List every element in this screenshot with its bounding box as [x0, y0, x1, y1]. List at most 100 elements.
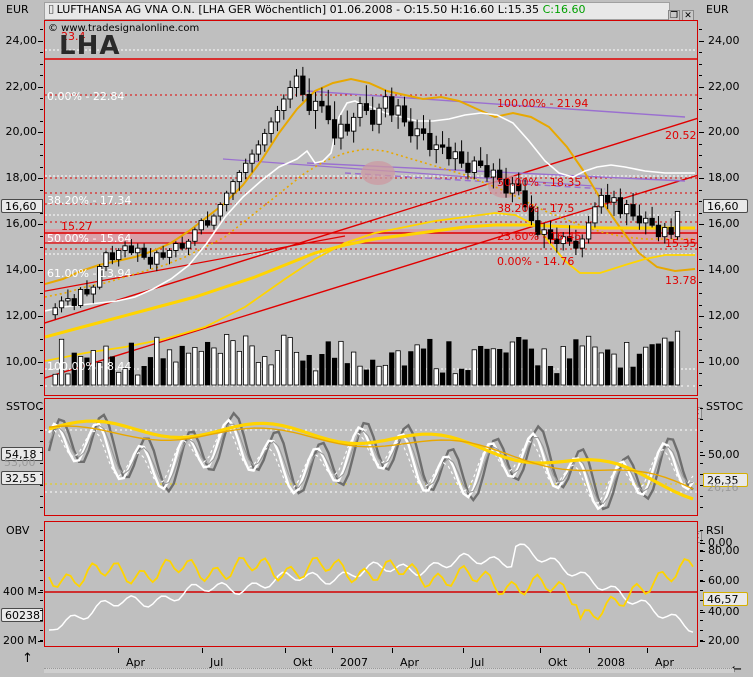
- axis-tick: [699, 361, 704, 363]
- axis-tick: [40, 258, 43, 260]
- scroll-right-arrow[interactable]: ←: [731, 662, 742, 677]
- candle: [363, 103, 369, 111]
- volume-bar: [630, 366, 636, 386]
- candle: [293, 75, 300, 88]
- date-label-6: Okt: [548, 656, 568, 669]
- candle: [122, 245, 128, 251]
- volume-bar: [624, 342, 630, 386]
- candle: [52, 307, 58, 316]
- price-tag-left: 16,60: [1, 199, 43, 213]
- left-axis-unit-top: EUR: [6, 3, 29, 16]
- axis-tick: [38, 315, 43, 317]
- candle: [382, 96, 389, 109]
- axis-tick: [700, 581, 705, 582]
- volume-bar: [617, 367, 623, 386]
- volume-bar: [655, 343, 662, 386]
- fib-label-0: 0.00% - 22.84: [47, 90, 125, 103]
- candle-icon: ⌷: [48, 2, 55, 17]
- volume-bar: [71, 352, 77, 386]
- price-chart-svg: [45, 49, 697, 387]
- price-axis-right[interactable]: 24,00 22,00 20,00 18,00 16,00 14,00 12,00 10,00: [698, 20, 753, 396]
- axis-tick: [700, 590, 703, 591]
- sstoc-chart-panel[interactable]: [44, 398, 698, 516]
- volume-bar: [395, 350, 401, 386]
- ma-yellow-thick: [45, 223, 695, 339]
- obv-rsi-chart-panel[interactable]: [44, 521, 698, 647]
- window-controls[interactable]: ❐ ✕: [668, 3, 698, 22]
- volume-bar: [433, 368, 439, 386]
- volume-bar: [58, 338, 65, 386]
- axis-tick: [40, 166, 43, 168]
- axis-tick: [699, 327, 702, 329]
- candle: [573, 240, 579, 249]
- axis-tick: [699, 166, 702, 168]
- price-chart-panel[interactable]: 0.00% - 22.84 38.20% - 17.34 15.27 50.00…: [44, 20, 698, 396]
- volume-bar: [293, 351, 300, 386]
- axis-tick: [700, 430, 703, 431]
- price-ytick-left-3: 18,00: [5, 171, 38, 185]
- volume-bar: [427, 338, 433, 386]
- axis-tick: [700, 540, 703, 541]
- candle: [389, 96, 395, 116]
- date-axis[interactable]: Apr Jul Okt 2007 Apr Jul Okt 2008 Apr: [0, 648, 753, 673]
- axis-tick: [40, 350, 43, 352]
- rsi-ytick-right-2: 40,00: [708, 605, 740, 618]
- price-axis-left[interactable]: 24,00 22,00 20,00 18,00 16,00 14,00 12,00 10,00: [0, 20, 44, 396]
- candle: [262, 132, 268, 146]
- candle: [141, 247, 147, 258]
- sstoc-tag-right: 26,35: [703, 473, 748, 487]
- candle: [325, 105, 331, 121]
- indicator-line: [48, 543, 694, 633]
- fib2-label-3: 23.60% - 16.45: [497, 230, 582, 243]
- indicator-line: [48, 425, 694, 490]
- date-label-2: Okt: [293, 656, 313, 669]
- axis-tick: [40, 610, 43, 611]
- axis-tick: [40, 507, 43, 508]
- close-icon[interactable]: ✕: [682, 10, 694, 22]
- candle: [566, 236, 573, 242]
- volume-bar: [389, 352, 395, 386]
- candle: [408, 121, 414, 137]
- price-ytick-left-2: 20,00: [5, 125, 38, 139]
- candle: [154, 252, 160, 265]
- date-tick: [332, 648, 333, 653]
- obv-tag-left: 60238: [1, 608, 43, 622]
- volume-bar: [236, 350, 242, 386]
- candle: [465, 162, 471, 173]
- volume-bar: [376, 365, 382, 386]
- candle: [624, 204, 630, 215]
- candle: [541, 229, 547, 235]
- sstoc-chart-svg: [45, 411, 697, 511]
- price-tag-right: 16,60: [703, 199, 748, 213]
- volume-bar: [287, 337, 293, 386]
- sstoc-tag-54: 54,18: [1, 447, 43, 461]
- axis-tick: [699, 52, 702, 54]
- axis-tick: [699, 315, 704, 317]
- volume-bar: [370, 359, 376, 386]
- axis-tick: [699, 384, 702, 386]
- axis-tick: [699, 132, 704, 134]
- axis-tick: [699, 109, 702, 111]
- candle: [198, 220, 204, 231]
- volume-bars: [52, 330, 681, 386]
- candle: [547, 229, 554, 240]
- date-tick: [463, 648, 464, 653]
- price-ytick-left-0: 24,00: [5, 33, 38, 47]
- date-label-4: Apr: [400, 656, 420, 669]
- volume-bar: [198, 350, 204, 386]
- ma-gold-dotted: [45, 148, 695, 298]
- price-ytick-left-7: 10,00: [5, 354, 38, 368]
- axis-tick: [700, 640, 703, 641]
- window-title-bar[interactable]: ⌷ LUFTHANSA AG VNA O.N. [LHA GER Wöchentl…: [44, 2, 670, 20]
- fib-label-2: 15.27: [61, 220, 93, 233]
- window-title-close-value: C:16.60: [542, 3, 586, 16]
- volume-bar: [509, 341, 516, 386]
- candle: [598, 194, 604, 208]
- horizontal-scrollbar[interactable]: [44, 668, 734, 673]
- scroll-left-arrow[interactable]: ↑: [22, 651, 33, 666]
- axis-tick: [40, 143, 43, 145]
- axis-tick: [699, 258, 702, 260]
- candle: [58, 300, 65, 309]
- candle: [522, 190, 528, 208]
- price-ytick-right-4: 16,00: [708, 217, 740, 231]
